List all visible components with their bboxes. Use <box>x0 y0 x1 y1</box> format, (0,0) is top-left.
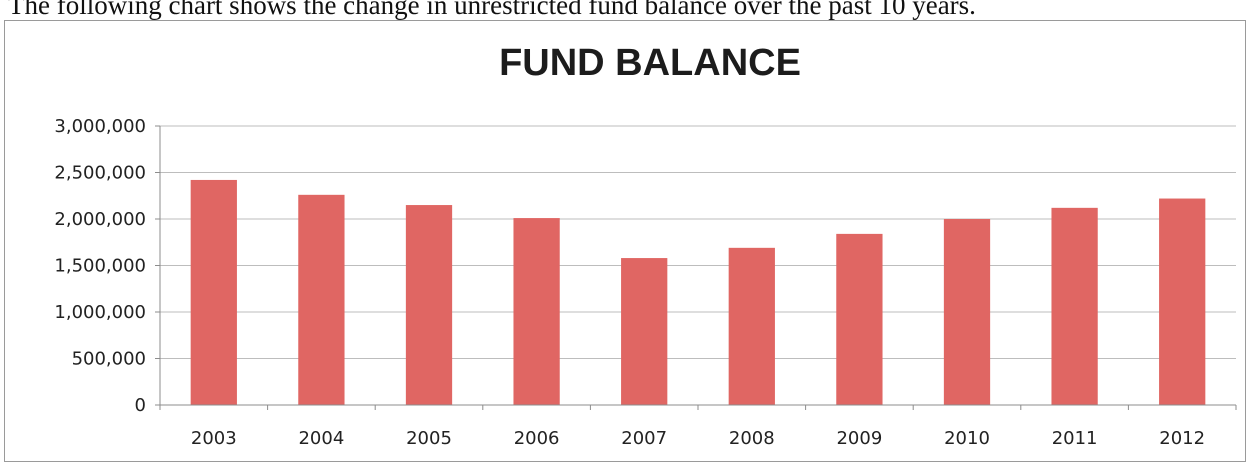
x-tick-label: 2011 <box>1052 428 1098 449</box>
x-tick-label: 2007 <box>621 428 667 449</box>
chart-title: FUND BALANCE <box>499 42 801 84</box>
bar-2007 <box>621 258 668 405</box>
bar-2004 <box>298 194 345 405</box>
y-tick-label: 2,000,000 <box>54 209 146 230</box>
x-tick-label: 2006 <box>514 428 560 449</box>
x-tick-label: 2009 <box>836 428 882 449</box>
x-tick-label: 2003 <box>191 428 237 449</box>
bar-2010 <box>943 219 991 405</box>
bar-2011 <box>1051 207 1098 405</box>
x-tick-label: 2008 <box>729 428 775 449</box>
intro-text: The following chart shows the change in … <box>8 0 976 20</box>
x-tick-label: 2010 <box>944 428 990 449</box>
fund-balance-chart: FUND BALANCE 0 500,000 1,000,000 1,500,000 2… <box>54 42 1237 449</box>
bar-2009 <box>836 233 883 405</box>
x-tick-label: 2012 <box>1159 428 1205 449</box>
x-tick-label: 2004 <box>298 428 344 449</box>
bar-2003 <box>190 179 237 405</box>
bar-2005 <box>405 205 453 405</box>
y-tick-label: 0 <box>135 395 146 416</box>
tick-labels: 0 500,000 1,000,000 1,500,000 2,000,000 2,500… <box>54 116 1205 449</box>
bar-2006 <box>513 218 560 405</box>
bar-2012 <box>1159 198 1206 405</box>
bars <box>190 179 1206 405</box>
axes <box>155 125 1237 410</box>
bar-2008 <box>728 247 775 405</box>
y-tick-label: 2,500,000 <box>54 163 146 184</box>
chart-frame: FUND BALANCE 0 500,000 1,000,000 1,500,000 2… <box>4 20 1246 462</box>
x-tick-label: 2005 <box>406 428 452 449</box>
y-tick-label: 1,500,000 <box>54 256 146 277</box>
y-tick-label: 500,000 <box>72 349 146 370</box>
y-tick-label: 3,000,000 <box>54 116 146 137</box>
y-tick-label: 1,000,000 <box>54 302 146 323</box>
